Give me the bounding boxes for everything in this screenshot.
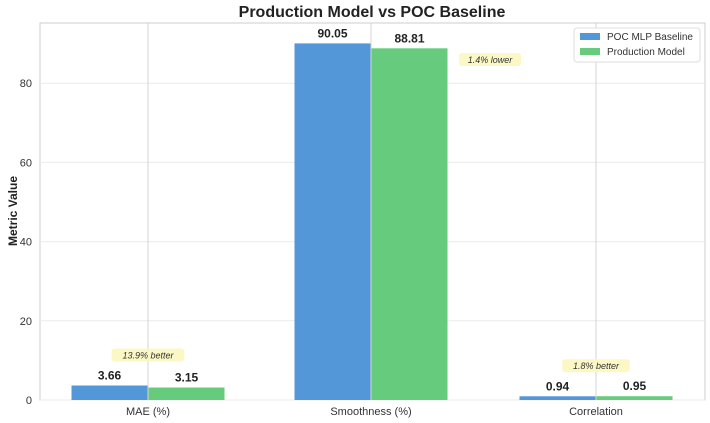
annotation-box: [111, 348, 185, 362]
annotation-box: [562, 359, 630, 373]
chart-title: Production Model vs POC Baseline: [239, 4, 506, 21]
bar-baseline: [71, 385, 148, 400]
improvement-annotation: 1.8% better: [573, 361, 620, 371]
x-tick-label: MAE (%): [126, 406, 170, 418]
y-tick-label: 60: [20, 157, 32, 169]
bar-production: [371, 48, 448, 401]
bar-value-label: 90.05: [317, 26, 347, 40]
legend: [573, 27, 701, 63]
bar-baseline: [294, 43, 371, 400]
improvement-annotation: 1.4% lower: [468, 55, 514, 65]
bar-production: [596, 396, 673, 400]
bar-value-label: 3.66: [98, 369, 122, 383]
bar-value-label: 0.94: [546, 379, 570, 393]
y-tick-label: 20: [20, 316, 32, 328]
x-tick-label: Correlation: [569, 406, 623, 418]
x-tick-label: Smoothness (%): [330, 406, 411, 418]
improvement-annotation: 13.9% better: [122, 351, 174, 361]
legend-label: POC MLP Baseline: [607, 32, 693, 43]
legend-swatch: [580, 48, 600, 55]
y-axis-label: Metric Value: [6, 176, 20, 246]
bar-baseline: [519, 396, 596, 400]
bar-value-label: 88.81: [394, 31, 424, 45]
y-tick-label: 40: [20, 237, 32, 249]
legend-label: Production Model: [607, 47, 685, 58]
y-tick-label: 80: [20, 78, 32, 90]
y-tick-label: 0: [26, 395, 32, 407]
bar-value-label: 0.95: [623, 379, 647, 393]
bar-value-label: 3.15: [175, 371, 199, 385]
bar-production: [148, 387, 225, 400]
annotation-box: [459, 53, 521, 66]
legend-swatch: [580, 33, 600, 40]
